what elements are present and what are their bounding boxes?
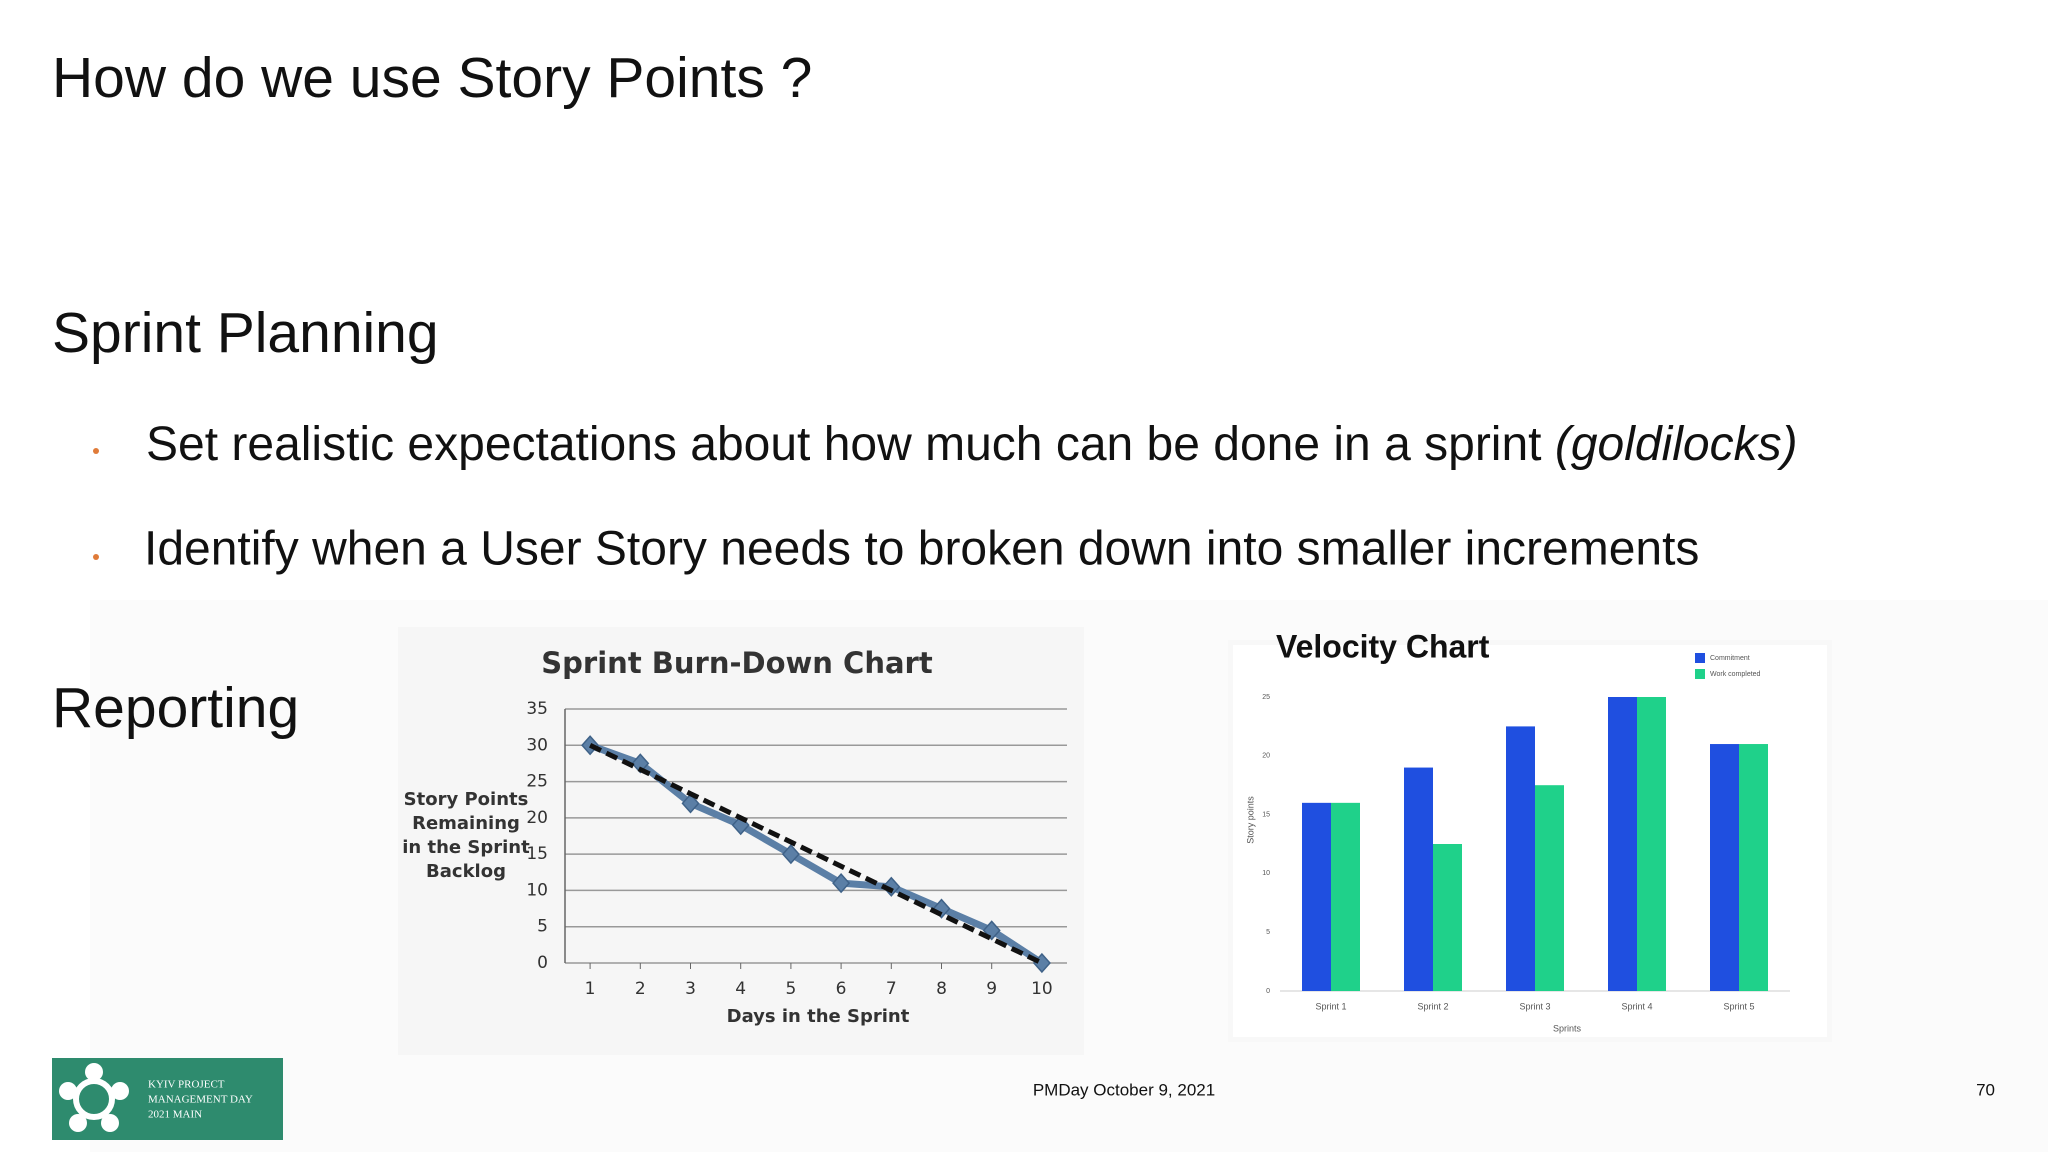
point-marker — [681, 793, 700, 814]
x-tick-label: 9 — [986, 979, 997, 999]
y-tick-label: 30 — [526, 735, 548, 755]
bar — [1710, 744, 1739, 991]
chart-title: Velocity Chart — [1276, 628, 1490, 664]
legend-label: Commitment — [1710, 655, 1750, 662]
bar — [1506, 726, 1535, 991]
y-tick-label: 5 — [537, 917, 548, 937]
series-line — [588, 741, 1044, 966]
y-tick-label: 15 — [526, 844, 548, 864]
series-line — [589, 743, 1043, 966]
footer-event: PMDay October 9, 2021 — [1033, 1080, 1215, 1099]
logo-text: MANAGEMENT DAY — [148, 1094, 253, 1106]
bar — [1302, 802, 1331, 991]
x-axis-label: Days in the Sprint — [727, 1006, 910, 1027]
slide-title: How do we use Story Points ? — [52, 46, 812, 110]
point-marker — [631, 753, 650, 774]
x-tick-label: 10 — [1031, 979, 1053, 999]
legend-swatch — [1695, 653, 1705, 663]
logo-text: KYIV PROJECT — [148, 1079, 225, 1091]
y-axis-label: Story Points Remaining in the Sprint Bac… — [402, 789, 530, 882]
section-heading: Reporting — [52, 676, 299, 740]
bar — [1404, 767, 1433, 991]
bullet — [93, 554, 99, 560]
page-number: 70 — [1976, 1080, 1995, 1099]
chart-frame — [398, 627, 1084, 1055]
burndown-chart: Sprint Burn-Down Chart 0 5 10 15 20 25 30 35 1 2 3 4… — [526, 646, 1067, 1027]
bullet-main: Set realistic expectations about how muc… — [146, 418, 1542, 471]
bullet-text: Identify when a User Story needs to brok… — [144, 523, 1699, 576]
bar — [1331, 802, 1360, 991]
y-tick-label: 20 — [526, 808, 548, 828]
x-tick-label: 7 — [886, 979, 897, 999]
x-tick-label: 1 — [585, 979, 596, 999]
point-marker — [781, 844, 800, 865]
y-tick-label: 25 — [1262, 694, 1270, 701]
y-tick-label: 35 — [526, 699, 548, 719]
y-tick-label: 5 — [1266, 929, 1270, 936]
legend-swatch — [1695, 669, 1705, 679]
bullet — [93, 448, 99, 454]
y-tick-label: 15 — [1262, 811, 1270, 818]
velocity-chart: Velocity Chart 0 5 10 15 20 25 Story points Spri… — [1245, 628, 1790, 1033]
x-tick-label: 3 — [685, 979, 696, 999]
bar — [1739, 744, 1768, 991]
bar — [1608, 697, 1637, 991]
y-axis-label: Story points — [1245, 796, 1255, 844]
section-heading: Sprint Planning — [52, 301, 439, 365]
y-tick-label: 0 — [1266, 988, 1270, 995]
x-tick-label: Sprint 5 — [1723, 1001, 1754, 1011]
bar — [1637, 697, 1666, 991]
x-tick-label: Sprint 4 — [1621, 1001, 1652, 1011]
x-tick-label: 4 — [735, 979, 746, 999]
x-axis-label: Sprints — [1553, 1023, 1582, 1033]
bullet-emphasis: (goldilocks) — [1555, 418, 1798, 471]
logo-icon — [59, 1063, 129, 1132]
y-tick-label: 0 — [537, 953, 548, 973]
legend-label: Work completed — [1710, 671, 1761, 678]
bar — [1433, 844, 1462, 991]
bar — [1535, 785, 1564, 991]
point-marker — [832, 873, 851, 894]
x-tick-label: 8 — [936, 979, 947, 999]
point-marker — [882, 876, 901, 897]
x-tick-label: 6 — [836, 979, 847, 999]
bullet-text: Set realistic expectations about how muc… — [146, 418, 1798, 471]
x-tick-label: Sprint 1 — [1315, 1001, 1346, 1011]
chart-title: Sprint Burn-Down Chart — [541, 646, 933, 680]
y-tick-label: 10 — [526, 880, 548, 900]
x-tick-label: Sprint 2 — [1417, 1001, 1448, 1011]
y-tick-label: 10 — [1262, 870, 1270, 877]
x-tick-label: 2 — [635, 979, 646, 999]
x-tick-label: 5 — [785, 979, 796, 999]
y-tick-label: 25 — [526, 772, 548, 792]
y-tick-label: 20 — [1262, 753, 1270, 760]
x-tick-label: Sprint 3 — [1519, 1001, 1550, 1011]
logo-text: 2021 MAIN — [148, 1109, 202, 1121]
